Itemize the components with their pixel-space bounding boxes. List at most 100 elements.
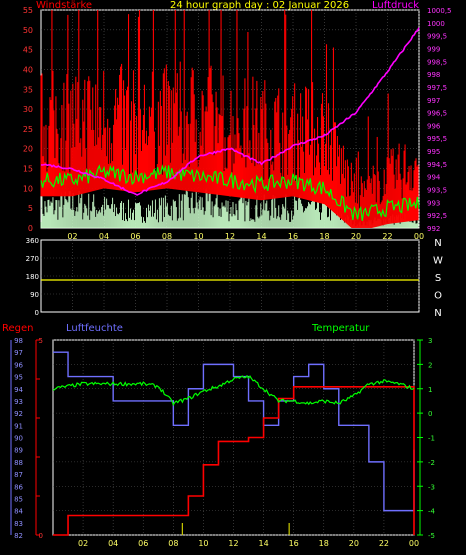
rain-tick-label: 0 bbox=[39, 532, 43, 540]
luftdruck-tick-label: 995 bbox=[427, 148, 440, 156]
temperature-tick-label: -5 bbox=[428, 532, 435, 540]
windstaerke-tick-label: 20 bbox=[23, 145, 33, 154]
panel1-x-tick-label: 04 bbox=[99, 232, 109, 241]
direction-label: O bbox=[434, 291, 442, 302]
windstaerke-tick-label: 0 bbox=[28, 224, 33, 233]
temperature-tick-label: -4 bbox=[428, 508, 436, 516]
humidity-tick-label: 94 bbox=[14, 386, 23, 394]
panel3-x-tick-label: 06 bbox=[138, 539, 148, 548]
luftdruck-tick-label: 992,5 bbox=[427, 212, 447, 220]
luftdruck-tick-label: 992 bbox=[427, 225, 440, 233]
temperature-tick-label: -1 bbox=[428, 435, 435, 443]
luftdruck-tick-label: 994,5 bbox=[427, 161, 447, 169]
panel3-x-tick-label: 16 bbox=[289, 539, 299, 548]
windstaerke-tick-label: 50 bbox=[23, 26, 33, 35]
windstaerke-tick-label: 30 bbox=[23, 105, 33, 114]
panel3-x-tick-label: 08 bbox=[168, 539, 178, 548]
panel1-x-tick-label: 16 bbox=[288, 232, 298, 241]
luftdruck-tick-label: 998,5 bbox=[427, 58, 447, 66]
panel1-x-tick-label: 22 bbox=[382, 232, 392, 241]
temperature-line bbox=[52, 374, 415, 407]
temperature-tick-label: 1 bbox=[428, 386, 432, 394]
panel3-x-tick-label: 02 bbox=[78, 539, 88, 548]
humidity-line bbox=[53, 351, 415, 512]
windstaerke-tick-label: 10 bbox=[23, 184, 33, 193]
luftdruck-tick-label: 994 bbox=[427, 174, 441, 182]
humidity-tick-label: 93 bbox=[14, 398, 23, 406]
humidity-tick-label: 95 bbox=[14, 374, 23, 382]
pressure-line bbox=[40, 27, 420, 196]
luftdruck-tick-label: 996,5 bbox=[427, 110, 447, 118]
panel3-x-tick-label: 10 bbox=[198, 539, 208, 548]
panel1-x-tick-label: 18 bbox=[319, 232, 329, 241]
panel1-x-tick-label: 00 bbox=[414, 232, 424, 241]
windstaerke-tick-label: 15 bbox=[23, 165, 33, 174]
humidity-tick-label: 84 bbox=[14, 508, 23, 516]
temperatur-axis-label: Temperatur bbox=[312, 323, 370, 334]
panel3-x-tick-label: 04 bbox=[108, 539, 118, 548]
panel1-x-tick-label: 08 bbox=[162, 232, 172, 241]
direction-label: N bbox=[434, 238, 441, 249]
luftdruck-tick-label: 1000,5 bbox=[427, 7, 452, 15]
direction-label: N bbox=[434, 308, 441, 319]
panel3-x-tick-label: 22 bbox=[379, 539, 389, 548]
temperature-tick-label: -2 bbox=[428, 459, 435, 467]
luftdruck-tick-label: 999 bbox=[427, 45, 440, 53]
temperature-tick-label: -3 bbox=[428, 483, 435, 491]
panel3-x-tick-label: 00 bbox=[409, 539, 419, 548]
windrichtung-tick-label: 180 bbox=[26, 273, 39, 281]
windstaerke-tick-label: 35 bbox=[23, 85, 33, 94]
humidity-tick-label: 82 bbox=[14, 532, 23, 540]
panel1-x-tick-label: 10 bbox=[193, 232, 203, 241]
luftdruck-tick-label: 997,5 bbox=[427, 84, 447, 92]
panel1-x-tick-label: 06 bbox=[130, 232, 140, 241]
humidity-tick-label: 92 bbox=[14, 410, 23, 418]
luftdruck-tick-label: 998 bbox=[427, 71, 440, 79]
luftdruck-tick-label: 1000 bbox=[427, 20, 445, 28]
windstaerke-tick-label: 5 bbox=[28, 204, 33, 213]
luftdruck-tick-label: 993,5 bbox=[427, 187, 447, 195]
humidity-tick-label: 86 bbox=[14, 483, 23, 491]
windstaerke-tick-label: 45 bbox=[23, 46, 33, 55]
windstaerke-tick-label: 25 bbox=[23, 125, 33, 134]
temperature-tick-label: 2 bbox=[428, 361, 432, 369]
panel1-x-tick-label: 14 bbox=[256, 232, 266, 241]
regen-axis-label: Regen bbox=[2, 323, 34, 334]
windstaerke-axis-label: Windstärke bbox=[36, 0, 93, 11]
humidity-tick-label: 98 bbox=[14, 337, 23, 345]
panel3-x-tick-label: 12 bbox=[228, 539, 238, 548]
humidity-tick-label: 97 bbox=[14, 349, 23, 357]
luftfeuchte-axis-label: Luftfeuchte bbox=[66, 323, 123, 334]
direction-label: S bbox=[435, 273, 441, 284]
temperature-tick-label: 0 bbox=[428, 410, 432, 418]
humidity-tick-label: 83 bbox=[14, 520, 23, 528]
windstaerke-tick-label: 40 bbox=[23, 65, 33, 74]
windrichtung-tick-label: 270 bbox=[26, 255, 39, 263]
humidity-tick-label: 91 bbox=[14, 422, 23, 430]
windrichtung-tick-label: 0 bbox=[35, 309, 39, 317]
panel1-x-tick-label: 02 bbox=[67, 232, 77, 241]
luftdruck-tick-label: 993 bbox=[427, 199, 440, 207]
graph-title: 24 hour graph day : 02 Januar 2026 bbox=[170, 0, 350, 11]
temperature-tick-label: 3 bbox=[428, 337, 432, 345]
panel1-x-tick-label: 12 bbox=[225, 232, 235, 241]
humidity-tick-label: 85 bbox=[14, 495, 23, 503]
windrichtung-tick-label: 90 bbox=[30, 291, 39, 299]
humidity-tick-label: 96 bbox=[14, 361, 23, 369]
windstaerke-tick-label: 55 bbox=[23, 6, 33, 15]
panel3-x-tick-label: 18 bbox=[319, 539, 329, 548]
mean-wind-line bbox=[40, 164, 420, 221]
panel1-x-tick-label: 20 bbox=[351, 232, 361, 241]
humidity-tick-label: 87 bbox=[14, 471, 23, 479]
direction-label: W bbox=[433, 256, 443, 267]
humidity-tick-label: 88 bbox=[14, 459, 23, 467]
rain-line bbox=[53, 386, 415, 536]
luftdruck-tick-label: 997 bbox=[427, 97, 440, 105]
windrichtung-tick-label: 360 bbox=[26, 237, 39, 245]
luftdruck-axis-label: Luftdruck bbox=[372, 0, 420, 11]
rain-tick-label: 5 bbox=[39, 337, 43, 345]
luftdruck-tick-label: 996 bbox=[427, 122, 441, 130]
panel3-x-tick-label: 14 bbox=[258, 539, 268, 548]
luftdruck-tick-label: 999,5 bbox=[427, 33, 447, 41]
